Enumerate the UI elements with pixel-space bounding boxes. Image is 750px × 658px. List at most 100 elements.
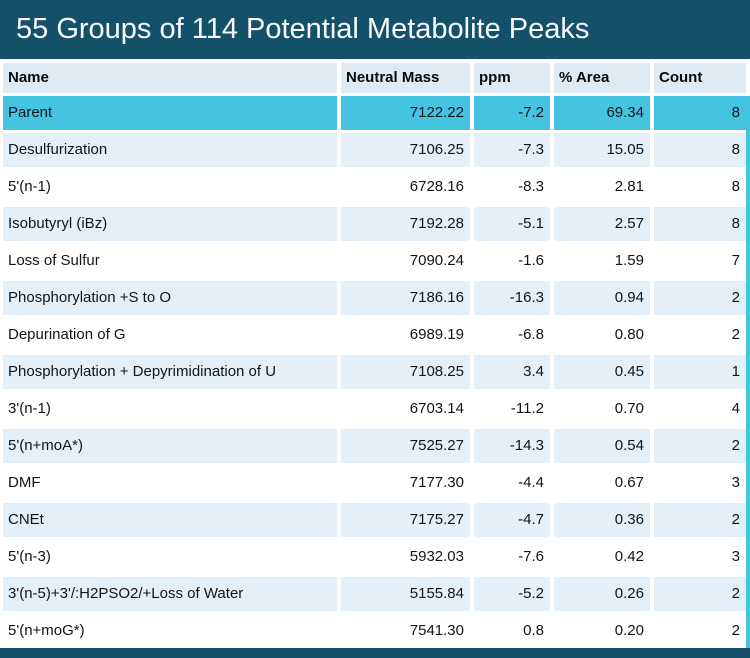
cell-name: 5'(n-3) <box>3 540 337 574</box>
cell-name: Isobutyryl (iBz) <box>3 207 337 241</box>
table-row[interactable]: 5'(n-1) 6728.16 -8.3 2.81 8 <box>0 170 750 204</box>
table-row[interactable]: Isobutyryl (iBz) 7192.28 -5.1 2.57 8 <box>0 207 750 241</box>
cell-ppm: -7.6 <box>474 540 550 574</box>
cell-count: 3 <box>654 466 746 500</box>
table-row[interactable]: Parent 7122.22 -7.2 69.34 8 <box>0 96 750 130</box>
cell-area: 0.36 <box>554 503 650 537</box>
cell-ppm: -5.1 <box>474 207 550 241</box>
cell-count: 7 <box>654 244 746 278</box>
cell-ppm: 3.4 <box>474 355 550 389</box>
cell-name: DMF <box>3 466 337 500</box>
cell-name: Depurination of G <box>3 318 337 352</box>
cell-count: 3 <box>654 540 746 574</box>
cell-count: 2 <box>654 614 746 648</box>
cell-neutral-mass: 7186.16 <box>341 281 470 315</box>
cell-count: 4 <box>654 392 746 426</box>
cell-count: 8 <box>654 133 746 167</box>
cell-area: 1.59 <box>554 244 650 278</box>
cell-neutral-mass: 6989.19 <box>341 318 470 352</box>
table-row[interactable]: Depurination of G 6989.19 -6.8 0.80 2 <box>0 318 750 352</box>
column-header-area[interactable]: % Area <box>554 63 650 93</box>
cell-ppm: -7.3 <box>474 133 550 167</box>
cell-ppm: -4.7 <box>474 503 550 537</box>
cell-name: Phosphorylation + Depyrimidination of U <box>3 355 337 389</box>
cell-area: 0.94 <box>554 281 650 315</box>
cell-neutral-mass: 7541.30 <box>341 614 470 648</box>
cell-count: 2 <box>654 281 746 315</box>
cell-count: 2 <box>654 577 746 611</box>
cell-neutral-mass: 7175.27 <box>341 503 470 537</box>
table-row[interactable]: Phosphorylation +S to O 7186.16 -16.3 0.94 2 <box>0 281 750 315</box>
cell-ppm: -11.2 <box>474 392 550 426</box>
cell-area: 0.20 <box>554 614 650 648</box>
table-row[interactable]: CNEt 7175.27 -4.7 0.36 2 <box>0 503 750 537</box>
cell-area: 15.05 <box>554 133 650 167</box>
cell-neutral-mass: 7090.24 <box>341 244 470 278</box>
cell-area: 0.80 <box>554 318 650 352</box>
cell-name: Desulfurization <box>3 133 337 167</box>
cell-ppm: -4.4 <box>474 466 550 500</box>
table-row[interactable]: 5'(n+moA*) 7525.27 -14.3 0.54 2 <box>0 429 750 463</box>
cell-neutral-mass: 7122.22 <box>341 96 470 130</box>
cell-count: 8 <box>654 170 746 204</box>
table-row[interactable]: 3'(n-5)+3'/:H2PSO2/+Loss of Water 5155.84… <box>0 577 750 611</box>
cell-ppm: -16.3 <box>474 281 550 315</box>
cell-ppm: -5.2 <box>474 577 550 611</box>
table-right-accent-strip <box>746 96 750 648</box>
table-row[interactable]: Loss of Sulfur 7090.24 -1.6 1.59 7 <box>0 244 750 278</box>
cell-neutral-mass: 7106.25 <box>341 133 470 167</box>
table-row[interactable]: 5'(n+moG*) 7541.30 0.8 0.20 2 <box>0 614 750 648</box>
table-row[interactable]: 3'(n-1) 6703.14 -11.2 0.70 4 <box>0 392 750 426</box>
cell-neutral-mass: 6728.16 <box>341 170 470 204</box>
cell-neutral-mass: 6703.14 <box>341 392 470 426</box>
cell-area: 0.45 <box>554 355 650 389</box>
cell-count: 2 <box>654 429 746 463</box>
table-row[interactable]: DMF 7177.30 -4.4 0.67 3 <box>0 466 750 500</box>
cell-neutral-mass: 7525.27 <box>341 429 470 463</box>
cell-ppm: -7.2 <box>474 96 550 130</box>
column-header-name[interactable]: Name <box>3 63 337 93</box>
cell-area: 0.54 <box>554 429 650 463</box>
cell-ppm: 0.8 <box>474 614 550 648</box>
cell-name: 3'(n-1) <box>3 392 337 426</box>
cell-name: 3'(n-5)+3'/:H2PSO2/+Loss of Water <box>3 577 337 611</box>
cell-neutral-mass: 7108.25 <box>341 355 470 389</box>
cell-area: 0.67 <box>554 466 650 500</box>
cell-ppm: -1.6 <box>474 244 550 278</box>
cell-area: 0.26 <box>554 577 650 611</box>
cell-ppm: -8.3 <box>474 170 550 204</box>
cell-count: 8 <box>654 96 746 130</box>
cell-count: 1 <box>654 355 746 389</box>
cell-neutral-mass: 5155.84 <box>341 577 470 611</box>
column-header-ppm[interactable]: ppm <box>474 63 550 93</box>
column-header-count[interactable]: Count <box>654 63 746 93</box>
panel-bottom-bar <box>0 648 750 658</box>
cell-ppm: -6.8 <box>474 318 550 352</box>
cell-area: 0.42 <box>554 540 650 574</box>
cell-name: 5'(n+moA*) <box>3 429 337 463</box>
panel-title-bar: 55 Groups of 114 Potential Metabolite Pe… <box>0 0 750 59</box>
panel-title: 55 Groups of 114 Potential Metabolite Pe… <box>16 13 590 45</box>
cell-count: 2 <box>654 503 746 537</box>
cell-name: Loss of Sulfur <box>3 244 337 278</box>
cell-name: Parent <box>3 96 337 130</box>
table-row[interactable]: 5'(n-3) 5932.03 -7.6 0.42 3 <box>0 540 750 574</box>
cell-name: 5'(n+moG*) <box>3 614 337 648</box>
cell-area: 0.70 <box>554 392 650 426</box>
cell-ppm: -14.3 <box>474 429 550 463</box>
cell-count: 2 <box>654 318 746 352</box>
cell-area: 2.81 <box>554 170 650 204</box>
cell-neutral-mass: 7192.28 <box>341 207 470 241</box>
column-header-neutral-mass[interactable]: Neutral Mass <box>341 63 470 93</box>
cell-name: CNEt <box>3 503 337 537</box>
cell-area: 2.57 <box>554 207 650 241</box>
table-row[interactable]: Desulfurization 7106.25 -7.3 15.05 8 <box>0 133 750 167</box>
cell-neutral-mass: 7177.30 <box>341 466 470 500</box>
table-body: Parent 7122.22 -7.2 69.34 8 Desulfurization 71… <box>0 96 750 651</box>
table-header-row: Name Neutral Mass ppm % Area Count <box>0 63 750 93</box>
cell-area: 69.34 <box>554 96 650 130</box>
cell-name: Phosphorylation +S to O <box>3 281 337 315</box>
cell-name: 5'(n-1) <box>3 170 337 204</box>
